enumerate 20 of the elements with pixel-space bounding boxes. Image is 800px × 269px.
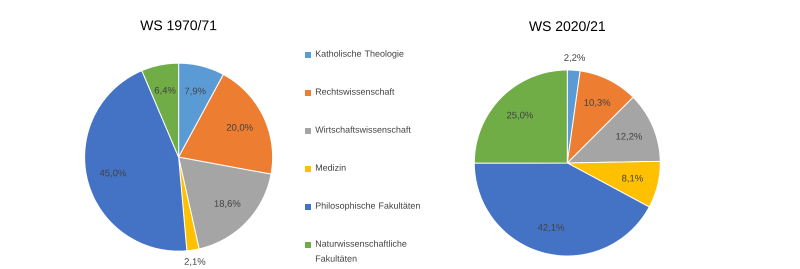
legend-label: Philosophische Fakultäten <box>316 202 420 210</box>
legend-label: Medizin <box>316 164 346 171</box>
legend-label: Rechtswissenschaft <box>316 88 394 95</box>
data-label: 7,9% <box>184 87 206 96</box>
legend-label: Katholische Theologie <box>316 50 404 58</box>
data-label: 18,6% <box>214 200 240 208</box>
data-label: 12,2% <box>616 132 642 141</box>
data-label: 6,4% <box>154 86 176 95</box>
data-label: 42,1% <box>538 224 564 232</box>
data-label: 20,0% <box>226 124 253 132</box>
legend-label: Naturwissenschaftliche Fakultäten <box>316 240 406 262</box>
data-label: 2,1% <box>184 258 206 266</box>
data-label: 25,0% <box>506 112 534 120</box>
data-label: 45,0% <box>100 169 126 178</box>
data-label: 10,3% <box>584 98 610 107</box>
data-label: 8,1% <box>622 174 643 182</box>
legend-label: Wirtschaftswissenschaft <box>315 126 411 133</box>
chart-title: WS 1970/71 <box>140 20 216 30</box>
data-label: 2,2% <box>564 54 586 62</box>
chart-title: WS 2020/21 <box>528 20 605 31</box>
